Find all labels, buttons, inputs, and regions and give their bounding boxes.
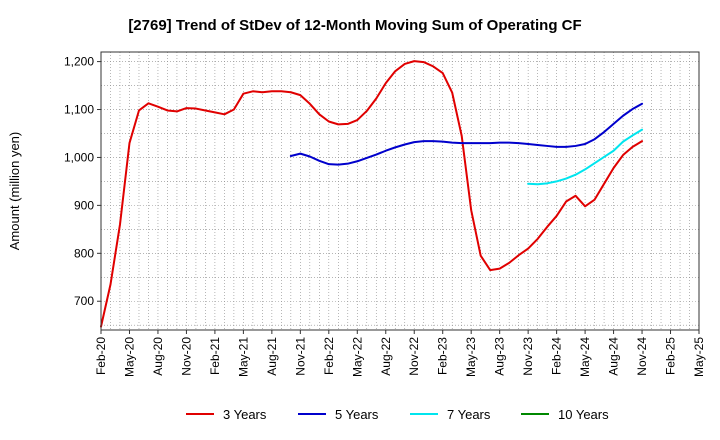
x-tick-label: Aug-20	[151, 337, 165, 376]
x-tick-label: Feb-23	[436, 337, 450, 375]
y-tick-label: 1,200	[64, 55, 94, 69]
x-tick-label: Nov-20	[179, 337, 193, 376]
y-tick-label: 800	[74, 246, 94, 260]
x-tick-label: Feb-21	[208, 337, 222, 375]
legend-label-7-years: 7 Years	[447, 407, 491, 422]
grid	[101, 52, 699, 330]
series-line-7-years	[527, 128, 644, 186]
x-tick-label: Nov-22	[407, 337, 421, 376]
x-tick-label: Nov-21	[293, 337, 307, 376]
y-tick-label: 1,100	[64, 103, 94, 117]
x-tick-label: May-21	[236, 337, 250, 377]
legend-label-3-years: 3 Years	[223, 407, 267, 422]
series-line-5-years	[289, 102, 644, 166]
y-axis-ticks: 700 800 900 1,000 1,100 1,200	[64, 55, 101, 308]
legend-label-10-years: 10 Years	[558, 407, 609, 422]
chart-title: [2769] Trend of StDev of 12-Month Moving…	[128, 17, 581, 34]
x-tick-label: Aug-22	[379, 337, 393, 376]
x-tick-label: Feb-25	[664, 337, 678, 375]
x-tick-label: Feb-22	[322, 337, 336, 375]
y-tick-label: 700	[74, 294, 94, 308]
x-tick-label: Aug-21	[265, 337, 279, 376]
series-line-3-years	[100, 60, 644, 328]
x-tick-label: May-25	[692, 337, 706, 377]
y-tick-label: 1,000	[64, 150, 94, 164]
x-tick-label: Aug-23	[493, 337, 507, 376]
x-tick-label: Feb-20	[94, 337, 108, 375]
y-tick-label: 900	[74, 198, 94, 212]
plot-area	[100, 51, 700, 331]
x-tick-label: Nov-24	[635, 337, 649, 376]
x-axis-ticks: Feb-20 May-20 Aug-20 Nov-20 Feb-21 May-21 Aug-…	[94, 330, 706, 377]
legend: 3 Years 5 Years 7 Years 10 Years	[186, 407, 609, 422]
series-lines	[100, 60, 644, 328]
x-tick-label: May-20	[122, 337, 136, 377]
x-tick-label: Feb-24	[550, 337, 564, 375]
legend-label-5-years: 5 Years	[335, 407, 379, 422]
y-axis-label: Amount (million yen)	[7, 132, 22, 251]
x-tick-label: May-23	[464, 337, 478, 377]
x-tick-label: May-24	[578, 337, 592, 377]
x-tick-label: Nov-23	[521, 337, 535, 376]
x-tick-label: May-22	[350, 337, 364, 377]
x-tick-label: Aug-24	[607, 337, 621, 376]
